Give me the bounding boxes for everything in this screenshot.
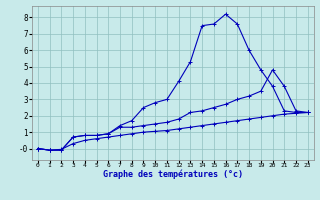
X-axis label: Graphe des températures (°c): Graphe des températures (°c) bbox=[103, 170, 243, 179]
